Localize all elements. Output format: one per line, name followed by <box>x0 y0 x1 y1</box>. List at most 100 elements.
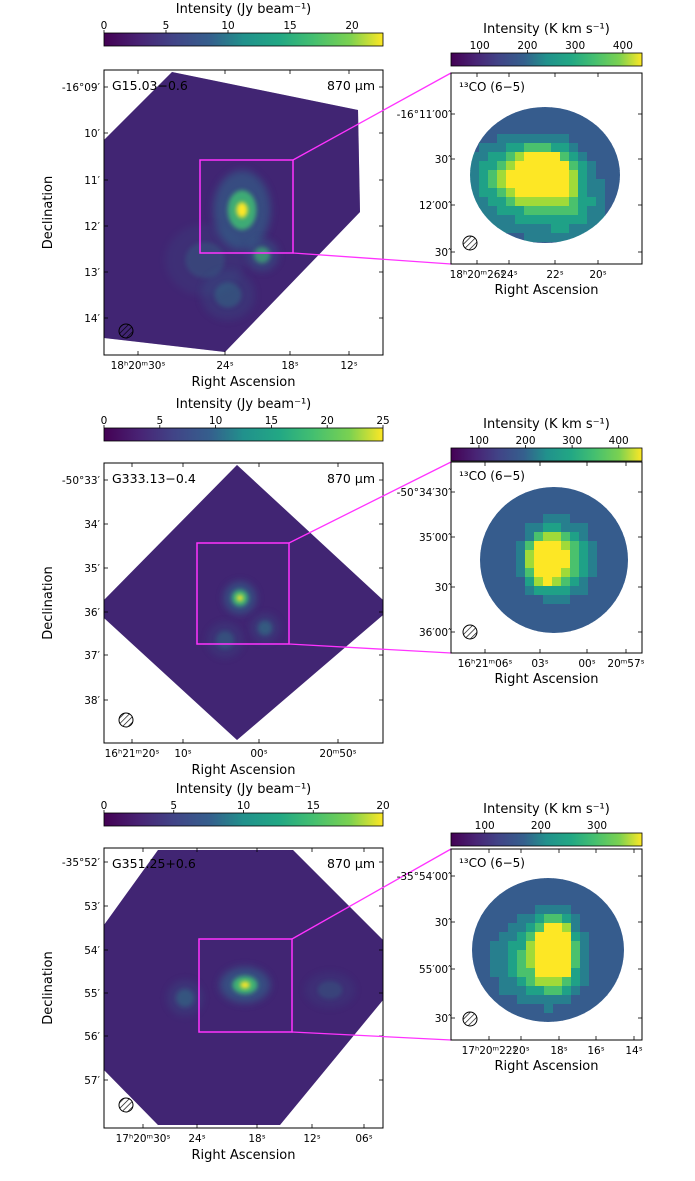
large-1-colorbar-label: Intensity (Jy beam⁻¹) <box>176 2 311 17</box>
pixel <box>517 986 527 996</box>
pixel <box>524 143 534 153</box>
pixel <box>614 161 620 171</box>
pixel <box>515 107 525 117</box>
pixel <box>489 577 499 587</box>
zoom-1-colorbar-label: Intensity (K km s⁻¹) <box>483 22 610 37</box>
pixel <box>553 968 563 978</box>
pixel <box>589 959 599 969</box>
zoom-1-xlabel: Right Ascension <box>495 283 599 298</box>
pixel <box>497 161 507 171</box>
pixel <box>578 206 588 216</box>
zoom-2-xlabel: Right Ascension <box>495 672 599 687</box>
large-3-frame <box>103 847 384 1129</box>
pixel <box>507 613 517 623</box>
pixel <box>479 188 489 198</box>
pixel <box>524 179 534 189</box>
zoom-3-y-tick-label: 55′00″ <box>419 964 452 976</box>
pixel <box>525 613 535 623</box>
pixel <box>544 1013 554 1022</box>
pixel <box>571 914 581 924</box>
pixel <box>497 224 507 234</box>
pixel <box>551 224 561 234</box>
pixel <box>569 224 579 234</box>
pixel <box>525 568 535 578</box>
pixel <box>615 559 625 569</box>
pixel <box>533 134 543 144</box>
large-1-xlabel: Right Ascension <box>192 375 296 390</box>
pixel <box>578 152 588 162</box>
pixel <box>560 134 570 144</box>
zoom-2-x-tick-label: 00ˢ <box>578 658 595 670</box>
zoom-2-beam-icon <box>462 624 478 640</box>
pixel <box>606 541 616 551</box>
pixel <box>499 932 509 942</box>
pixel <box>535 977 545 987</box>
pixel <box>624 550 628 560</box>
large-2-y-tick-label: 35′ <box>84 563 100 575</box>
pixel <box>552 613 562 623</box>
pixel <box>515 152 525 162</box>
pixel <box>535 950 545 960</box>
large-3-y-tick-label: -35°52′ <box>62 857 101 869</box>
zoom-connector-bottom <box>291 1031 452 1041</box>
pixel <box>597 550 607 560</box>
pixel <box>533 206 543 216</box>
pixel <box>578 116 588 126</box>
pixel <box>551 170 561 180</box>
zoom-3-line-label: ¹³CO (6−5) <box>459 856 525 870</box>
pixel <box>616 968 624 978</box>
pixel <box>481 968 491 978</box>
pixel <box>499 995 509 1005</box>
pixel <box>472 941 482 951</box>
pixel <box>526 959 536 969</box>
pixel <box>588 496 598 506</box>
large-1-zoom-box <box>199 159 294 254</box>
pixel <box>587 161 597 171</box>
pixel <box>578 125 588 135</box>
pixel <box>614 188 620 198</box>
pixel <box>589 977 599 987</box>
pixel <box>544 941 554 951</box>
pixel <box>562 887 572 897</box>
pixel <box>535 941 545 951</box>
pixel <box>535 905 545 915</box>
pixel <box>560 179 570 189</box>
pixel <box>525 505 535 515</box>
pixel <box>552 577 562 587</box>
large-1-y-tick-label: 13′ <box>84 267 100 279</box>
pixel <box>606 559 616 569</box>
pixel <box>542 197 552 207</box>
zoom-1-frame <box>450 72 643 265</box>
pixel <box>598 995 608 1005</box>
pixel <box>560 125 570 135</box>
emission-core <box>257 620 273 636</box>
pixel <box>535 887 545 897</box>
pixel <box>479 134 489 144</box>
large-1-y-tick-label: -16°09′ <box>62 82 101 94</box>
pixel <box>542 143 552 153</box>
pixel <box>571 941 581 951</box>
pixel <box>516 577 526 587</box>
pixel <box>490 941 500 951</box>
pixel <box>498 523 508 533</box>
pixel <box>570 622 580 632</box>
pixel <box>542 233 552 243</box>
pixel <box>598 896 608 906</box>
pixel <box>497 116 507 126</box>
pixel <box>515 188 525 198</box>
pixel <box>499 905 509 915</box>
pixel <box>589 905 599 915</box>
pixel <box>535 896 545 906</box>
pixel <box>580 968 590 978</box>
pixel <box>569 179 579 189</box>
pixel <box>562 950 572 960</box>
pixel <box>544 932 554 942</box>
pixel <box>560 107 570 117</box>
pixel <box>589 923 599 933</box>
large-1-source-label: G15.03−0.6 <box>112 78 188 93</box>
pixel <box>517 959 527 969</box>
pixel <box>542 134 552 144</box>
large-2-beam-icon <box>118 712 134 728</box>
pixel <box>507 577 517 587</box>
pixel <box>552 541 562 551</box>
